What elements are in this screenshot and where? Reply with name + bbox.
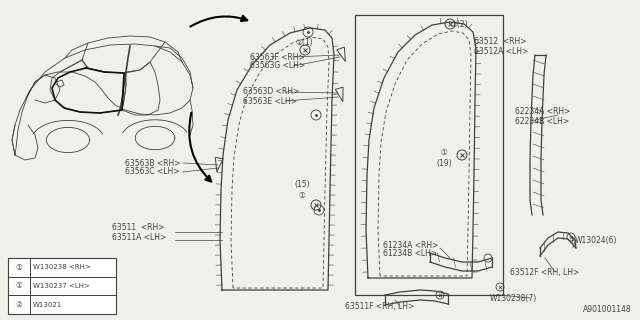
- Text: 61234B <LH>: 61234B <LH>: [383, 250, 437, 259]
- Text: 63511  <RH>: 63511 <RH>: [112, 223, 164, 233]
- Text: ①: ①: [15, 263, 22, 272]
- Text: ②(1): ②(1): [295, 38, 313, 47]
- Text: 61234A <RH>: 61234A <RH>: [383, 241, 438, 250]
- Text: 63511A <LH>: 63511A <LH>: [112, 233, 166, 242]
- Text: 63563G <LH>: 63563G <LH>: [250, 61, 305, 70]
- Text: 63512A <LH>: 63512A <LH>: [474, 46, 528, 55]
- Text: 63563C <LH>: 63563C <LH>: [125, 167, 179, 177]
- Text: 62234B <LH>: 62234B <LH>: [515, 116, 569, 125]
- Text: W13024(6): W13024(6): [575, 236, 618, 244]
- Text: ②: ②: [15, 300, 22, 309]
- Bar: [355, 15, 503, 295]
- Text: 63563B <RH>: 63563B <RH>: [125, 158, 180, 167]
- Bar: [8, 258, 116, 314]
- Text: ①
(19): ① (19): [436, 148, 452, 168]
- Text: 63563D <RH>: 63563D <RH>: [243, 87, 300, 97]
- Text: 63512F <RH, LH>: 63512F <RH, LH>: [510, 268, 579, 276]
- Text: A901001148: A901001148: [584, 305, 632, 314]
- Text: 63511F <RH, LH>: 63511F <RH, LH>: [345, 302, 414, 311]
- Text: W13021: W13021: [33, 302, 62, 308]
- Text: 63563E <LH>: 63563E <LH>: [243, 97, 297, 106]
- Text: W130238 <RH>: W130238 <RH>: [33, 264, 91, 270]
- Text: ①: ①: [15, 282, 22, 291]
- Text: W130238(7): W130238(7): [490, 293, 537, 302]
- Text: 63512  <RH>: 63512 <RH>: [474, 37, 527, 46]
- Text: W130237 <LH>: W130237 <LH>: [33, 283, 90, 289]
- Text: 63563F <RH>: 63563F <RH>: [250, 52, 305, 61]
- Text: ②(2): ②(2): [450, 20, 468, 28]
- Text: (15)
①: (15) ①: [294, 180, 310, 200]
- Text: 62234A <RH>: 62234A <RH>: [515, 108, 570, 116]
